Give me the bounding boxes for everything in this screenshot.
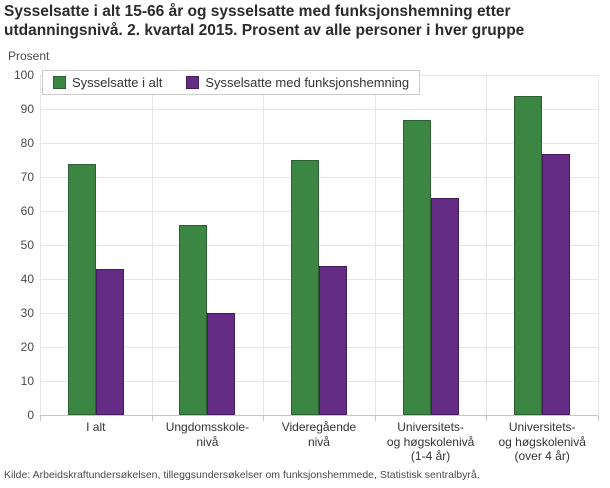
y-tick-label: 40	[20, 272, 34, 287]
x-tick-mark	[486, 416, 488, 422]
source-note: Kilde: Arbeidskraftundersøkelsen, tilleg…	[4, 469, 480, 481]
legend-label: Sysselsatte i alt	[72, 75, 163, 90]
legend-swatch-purple	[186, 76, 200, 89]
y-tick-label: 50	[20, 238, 34, 253]
bar-total-4	[514, 95, 543, 416]
legend-label: Sysselsatte med funksjonshemning	[205, 75, 410, 90]
bar-disabled-0	[95, 269, 124, 416]
y-axis-title: Prosent	[8, 49, 50, 63]
horizontal-gridline	[40, 109, 598, 111]
x-tick-mark	[40, 416, 41, 422]
x-category-label: I alt	[86, 420, 106, 435]
x-category-label: Videregående nivå	[281, 420, 357, 449]
horizontal-gridline	[40, 177, 598, 179]
vertical-gridline	[598, 75, 599, 416]
legend-item-sysselsatte-i-alt: Sysselsatte i alt	[53, 75, 162, 90]
bar-disabled-3	[430, 197, 459, 416]
y-tick-label: 100	[13, 68, 34, 83]
y-tick-label: 60	[20, 204, 34, 219]
x-category-label: Ungdomsskole- nivå	[165, 420, 250, 449]
bar-disabled-4	[542, 153, 571, 416]
y-tick-label: 30	[20, 306, 34, 321]
bar-total-0	[67, 163, 96, 416]
x-category-label: Universitets- og høgskolenivå (1-4 år)	[386, 420, 475, 464]
legend-swatch-green	[53, 76, 66, 89]
horizontal-gridline	[40, 143, 598, 145]
legend-item-funksjonshemning: Sysselsatte med funksjonshemning	[186, 75, 409, 90]
legend: Sysselsatte i alt Sysselsatte med funksj…	[42, 70, 421, 95]
y-tick-label: 70	[20, 170, 34, 185]
x-tick-mark	[374, 416, 376, 422]
bar-total-2	[291, 160, 319, 416]
horizontal-gridline	[40, 245, 598, 247]
y-tick-label: 90	[20, 102, 34, 117]
horizontal-gridline	[40, 415, 598, 417]
y-tick-label: 0	[27, 408, 34, 423]
x-tick-mark	[151, 416, 153, 422]
y-tick-label: 10	[20, 374, 34, 389]
chart-title: Sysselsatte i alt 15-66 år og sysselsatt…	[4, 3, 525, 40]
horizontal-gridline	[40, 211, 598, 213]
x-category-label: Universitets- og høgskolenivå (over 4 år…	[498, 420, 586, 464]
bar-disabled-1	[207, 313, 236, 416]
y-tick-label: 20	[20, 340, 34, 355]
bar-total-1	[179, 225, 208, 416]
y-tick-label: 80	[20, 136, 34, 151]
x-tick-mark	[263, 416, 265, 422]
x-tick-mark	[598, 416, 599, 422]
bar-disabled-2	[319, 265, 347, 416]
bar-total-3	[402, 119, 431, 416]
